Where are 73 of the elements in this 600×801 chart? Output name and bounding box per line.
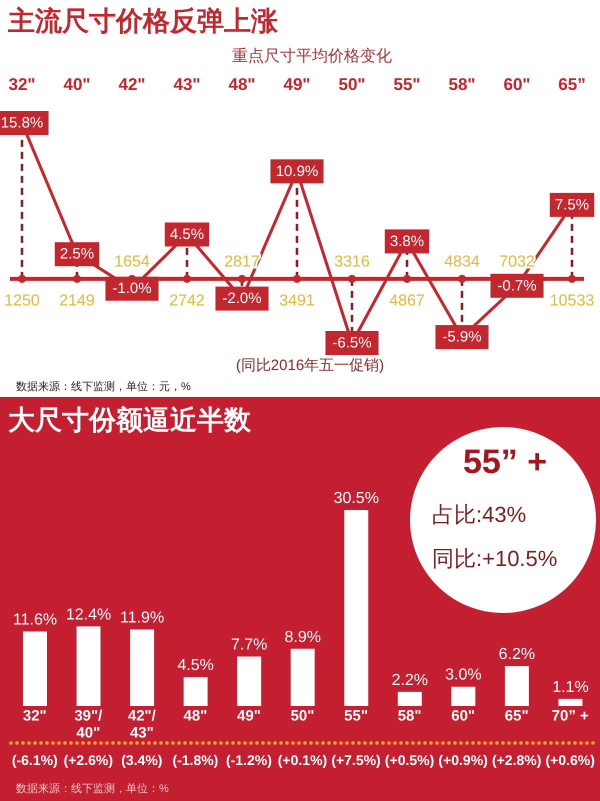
text: (+0.1%): [278, 752, 328, 768]
x-tick-label: 42"/43": [128, 708, 157, 742]
chart-title: 大尺寸份额逼近半数: [8, 404, 251, 437]
annotation: 4834: [444, 253, 480, 270]
annotation: 4867: [389, 292, 425, 310]
data-label: 7.7%: [230, 636, 268, 654]
text: 55” +: [462, 442, 548, 482]
chart-title: 主流尺寸价格反弹上涨: [8, 5, 278, 38]
x-tick-label: 55": [344, 708, 368, 725]
data-label: -1.0%: [112, 280, 152, 298]
data-label: -5.9%: [442, 328, 482, 346]
x-tick-label: 39"/40": [74, 708, 104, 742]
data-label: 30.5%: [334, 490, 379, 507]
data-label: 11.6%: [12, 611, 58, 628]
x-tick-label: 60": [451, 708, 476, 725]
text: (3.4%): [121, 752, 162, 768]
x-tick-label: 50": [290, 708, 314, 725]
data-label: 8.9%: [284, 628, 321, 646]
data-label: 3.8%: [390, 232, 424, 250]
x-tick-label: 49": [237, 708, 261, 725]
x-tick-label: 32": [22, 708, 47, 725]
x-tick-label: 60": [504, 75, 530, 94]
annotation: 10533: [550, 292, 594, 310]
source-note: 数据来源：线下监测，单位：元，%: [16, 380, 191, 394]
data-label: 2.2%: [392, 672, 428, 689]
text: (-1.8%): [172, 752, 218, 768]
data-label: 15.8%: [0, 114, 44, 132]
text: (-6.1%): [12, 752, 58, 768]
data-label: -6.5%: [332, 334, 372, 352]
x-tick-label: 32": [8, 75, 36, 94]
source-note: 数据来源：线下监测，单位：%: [16, 782, 169, 796]
x-tick-label: 55": [394, 75, 420, 94]
x-tick-label: 65": [504, 708, 529, 725]
x-tick-label: 58": [448, 75, 476, 94]
annotation: 2149: [59, 292, 95, 310]
text: (+7.5%): [331, 752, 381, 768]
data-label: -0.7%: [497, 277, 537, 294]
x-tick-label: 40": [64, 75, 90, 94]
data-label: -2.0%: [222, 290, 262, 308]
x-tick-label: 50": [338, 75, 366, 94]
annotation: 3491: [279, 292, 315, 310]
data-label: 6.2%: [498, 646, 536, 664]
annotation: 1654: [114, 253, 150, 270]
annotation: 同比:+10.5%: [432, 545, 558, 573]
data-label: 11.9%: [120, 610, 164, 627]
data-label: 4.5%: [170, 226, 204, 243]
annotation: 占比:43%: [432, 501, 526, 529]
annotation: 3316: [334, 253, 370, 270]
text: (-1.2%): [226, 752, 272, 768]
x-tick-label: 48": [184, 708, 208, 725]
data-label: 1.1%: [552, 678, 589, 696]
data-label: 4.5%: [177, 657, 214, 674]
chart-subtitle: 重点尺寸平均价格变化: [231, 47, 393, 67]
text: (+2.6%): [64, 752, 113, 768]
annotation: 2742: [169, 292, 205, 310]
text: (+0.9%): [438, 752, 488, 768]
text: (+2.8%): [492, 752, 542, 768]
data-label: 10.9%: [276, 162, 318, 180]
text: (+0.5%): [384, 752, 434, 768]
data-label: 2.5%: [60, 246, 94, 263]
data-label: 12.4%: [66, 606, 112, 624]
x-tick-label: 48": [228, 75, 256, 94]
x-tick-label: 42": [118, 75, 146, 94]
data-label: 3.0%: [445, 666, 482, 684]
x-tick-label: 65”: [558, 75, 586, 94]
x-tick-label: 58": [398, 708, 422, 725]
x-tick-label: 70” +: [552, 708, 590, 725]
text: (+0.6%): [546, 752, 595, 768]
annotation: 1250: [4, 292, 40, 310]
x-tick-label: 49": [284, 75, 310, 94]
data-label: 7.5%: [554, 196, 590, 214]
x-tick-label: 43": [174, 75, 200, 94]
text: (同比2016年五一促销): [234, 357, 386, 375]
